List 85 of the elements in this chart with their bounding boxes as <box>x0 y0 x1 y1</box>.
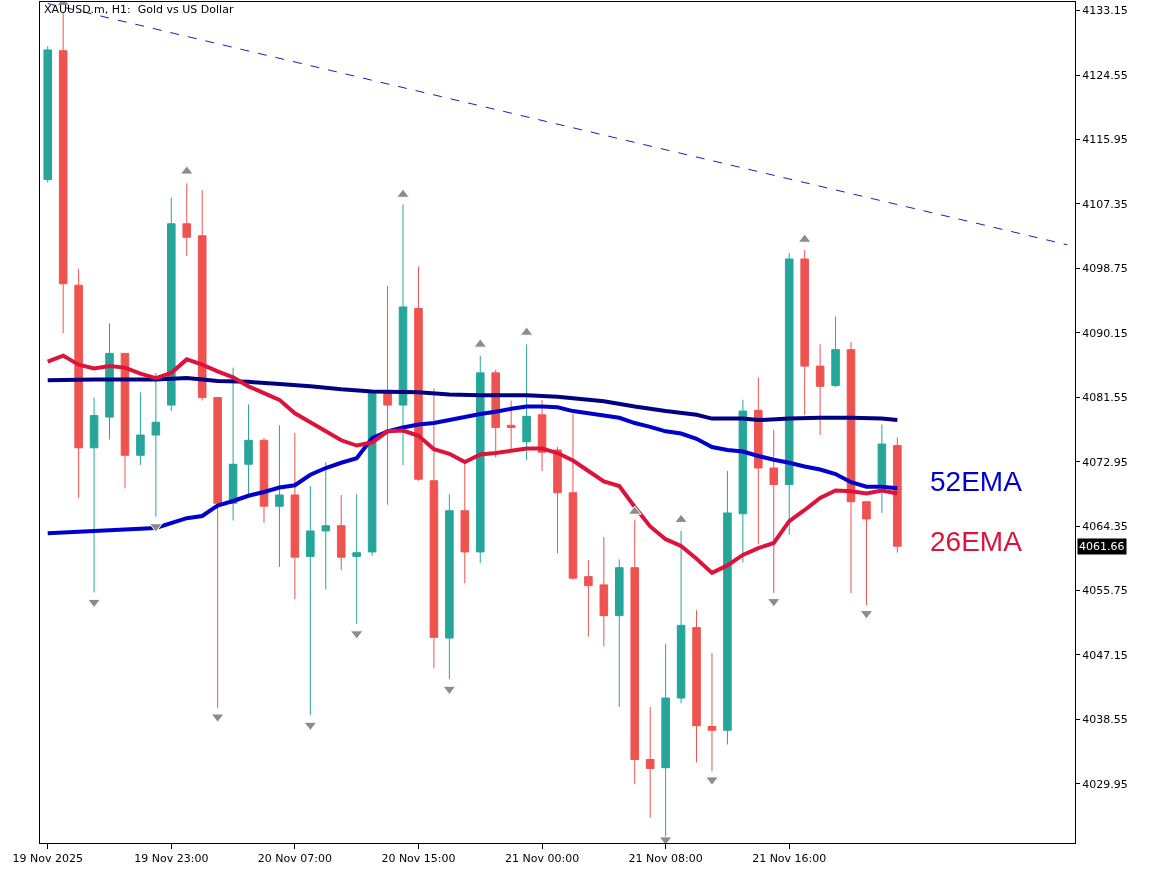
candlestick <box>784 252 794 536</box>
candlestick <box>43 45 53 184</box>
candlestick <box>290 432 300 600</box>
y-tick-label: 4072.95 <box>1082 455 1128 469</box>
x-tick-label: 19 Nov 2025 <box>12 852 83 866</box>
y-tick-label: 4107.35 <box>1082 197 1128 211</box>
y-tick-label: 4098.75 <box>1082 262 1128 276</box>
candlestick <box>398 203 408 466</box>
y-tick-label: 4029.95 <box>1082 777 1128 791</box>
candlestick <box>661 643 670 838</box>
candlestick <box>893 436 902 554</box>
candlestick <box>506 400 516 450</box>
candlestick <box>275 424 284 568</box>
candlestick <box>197 189 207 402</box>
candlestick <box>321 461 331 590</box>
candlestick <box>615 558 624 708</box>
candlestick <box>383 285 392 506</box>
candlestick <box>352 493 361 625</box>
y-tick-label: 4133.15 <box>1082 4 1128 18</box>
candlestick <box>182 182 192 257</box>
candlestick <box>707 652 717 772</box>
x-tick-label: 21 Nov 08:00 <box>628 852 703 866</box>
y-tick-label: 4090.15 <box>1082 326 1128 340</box>
candlestick <box>630 519 640 785</box>
point <box>674 513 688 523</box>
candlestick <box>89 397 99 593</box>
candlestick <box>584 559 593 638</box>
candlestick <box>120 352 130 489</box>
candlestick <box>877 424 887 514</box>
candlestick <box>445 493 454 680</box>
x-tick-label: 19 Nov 23:00 <box>134 852 209 866</box>
candlestick <box>136 391 145 466</box>
candlestick <box>306 485 315 716</box>
point <box>705 776 719 786</box>
candlestick <box>74 268 83 499</box>
candlestick <box>831 316 840 388</box>
candlestick <box>228 367 238 521</box>
candlestick <box>800 249 809 416</box>
x-tick-label: 20 Nov 15:00 <box>381 852 456 866</box>
candlestick <box>568 413 578 581</box>
candlestick <box>769 429 779 594</box>
candlestick <box>599 536 609 647</box>
candlestick <box>336 494 346 571</box>
y-tick-label: 4055.75 <box>1082 584 1128 598</box>
candlestick <box>645 706 655 819</box>
point <box>396 188 410 198</box>
x-tick-label: 21 Nov 16:00 <box>752 852 827 866</box>
y-tick-label: 4081.55 <box>1082 391 1128 405</box>
candlestick <box>676 530 686 704</box>
candlestick <box>475 355 485 564</box>
line-series <box>45 376 900 423</box>
candlestick <box>367 390 377 557</box>
candlestick <box>151 372 161 518</box>
line-series <box>45 353 900 575</box>
candlestick <box>846 341 856 594</box>
x-tick-label: 21 Nov 00:00 <box>504 852 580 866</box>
y-tick-label: 4064.35 <box>1082 519 1128 533</box>
line-series <box>45 404 900 536</box>
x-tick-label: 20 Nov 07:00 <box>257 852 332 866</box>
text: 4061.66 <box>1079 540 1125 553</box>
candlestick <box>692 609 701 763</box>
candlestick <box>244 403 253 497</box>
point <box>442 685 457 696</box>
series-label: 52EMA <box>930 466 1023 497</box>
candlestick <box>815 343 825 436</box>
candlestick <box>862 501 871 606</box>
candlestick <box>738 399 748 563</box>
candlestick <box>167 197 176 412</box>
chart-title: XAUUSD.m, H1: Gold vs US Dollar <box>44 2 234 16</box>
candlestick <box>259 437 269 524</box>
series-label: 26EMA <box>930 526 1023 557</box>
candlestick <box>414 265 423 482</box>
candlestick <box>213 397 222 709</box>
candlestick <box>460 462 470 584</box>
y-tick-label: 4047.15 <box>1082 648 1128 662</box>
y-tick-label: 4124.55 <box>1082 68 1128 82</box>
candlestick <box>723 470 732 745</box>
candlestick <box>537 399 547 472</box>
candlestick <box>553 446 562 554</box>
point <box>149 523 163 533</box>
point <box>87 598 101 609</box>
y-tick-label: 4038.55 <box>1082 713 1128 727</box>
candlestick <box>522 343 531 461</box>
y-tick-label: 4115.95 <box>1082 133 1128 147</box>
candlestick <box>429 388 439 669</box>
